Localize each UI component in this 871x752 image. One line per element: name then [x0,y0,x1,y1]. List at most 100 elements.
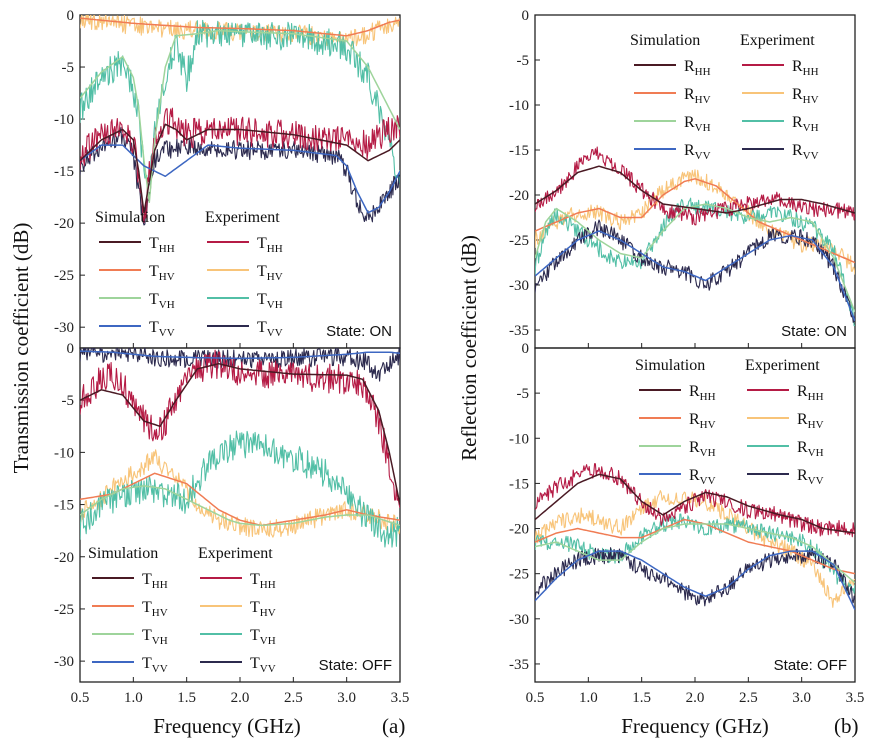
y-tick-label: -30 [509,278,529,294]
y-tick-label: -15 [54,164,74,180]
series-exp-hh [535,463,855,538]
legend-label-sim-hh: THH [149,235,175,255]
legend-label-exp-vh: RVH [792,114,819,134]
y-tick-label: 0 [522,341,530,357]
legend-exp-title: Experiment [740,32,815,49]
series-sim-hh [80,123,400,214]
legend-sim-title: Simulation [95,209,165,226]
y-tick-label: -15 [509,143,529,159]
legend-label-exp-hh: THH [257,235,283,255]
x-tick-label: 3.5 [846,690,865,706]
series-sim-hh [535,165,855,214]
series-group [80,15,400,226]
left-ylabel: Transmission coefficient (dB) [9,223,33,474]
y-tick-label: -5 [62,60,75,76]
legend-label-sim-vv: TVV [149,319,175,339]
x-tick-label: 1.5 [177,690,196,706]
series-exp-hv [80,449,400,538]
series-sim-hh [80,362,400,505]
x-tick-label: 1.0 [579,690,598,706]
series-sim-vv [80,350,400,360]
y-tick-label: -15 [54,498,74,514]
series-exp-vv [535,547,855,607]
series-sim-hv [80,17,400,37]
panel-a-label: (a) [382,714,405,738]
series-sim-vh [80,485,400,527]
panel-t-on: 0 -5 -10 -15 -20 -25 -30 Simulation Experiment TH… [54,8,401,349]
legend-label-exp-hh: THH [250,571,276,591]
series-exp-hh [80,349,400,509]
series-sim-hv [80,472,400,527]
y-tick-label: -5 [62,393,75,409]
legend-exp-title: Experiment [198,545,273,562]
legend-sim-title: Simulation [630,32,700,49]
right-xlabel: Frequency (GHz) [621,714,769,738]
series-sim-hv [535,178,855,264]
y-tick-label: -20 [54,216,74,232]
x-tick-label: 2.0 [231,690,250,706]
series-sim-hv [535,518,855,575]
panels-group: 0 -5 -10 -15 -20 -25 -30 Simulation Experiment TH… [54,8,864,706]
y-tick-label: -25 [54,268,74,284]
y-tick-label: -35 [509,657,529,673]
y-tick-label: -25 [54,602,74,618]
y-tick-label: 0 [67,341,75,357]
series-exp-vh [80,19,400,186]
x-tick-label: 3.5 [391,690,410,706]
x-tick-label: 3.0 [337,690,356,706]
y-tick-label: -30 [54,320,74,336]
y-tick-label: -10 [54,112,74,128]
legend-label-sim-hv: RHV [689,411,716,431]
panel-r-off: 0 -5 -10 -15 -20 -25 -30 -35 0.5 1.0 1.5 2.0 2.5 3.0 3… [509,341,864,706]
series-sim-vh [535,523,855,584]
legend: Simulation Experiment RHH RHH RHV RHV RVH RVH RV… [635,357,824,487]
x-tick-label: 2.5 [739,690,758,706]
legend-label-sim-hh: RHH [684,58,711,78]
y-tick-label: -25 [509,567,529,583]
legend-label-exp-hv: THV [257,263,283,283]
y-tick-label: -5 [517,53,530,69]
legend-label-sim-vv: RVV [684,142,711,162]
legend: Simulation Experiment THH THH THV THV TVH TVH TV… [88,545,276,675]
y-tick-label: -20 [509,522,529,538]
x-tick-label: 2.5 [284,690,303,706]
legend-exp-title: Experiment [745,357,820,374]
legend-label-sim-vh: RVH [689,439,716,459]
y-tick-label: -5 [517,386,530,402]
x-tick-label: 1.5 [632,690,651,706]
legend: Simulation Experiment RHH RHH RHV RHV RVH RVH RV… [630,32,819,162]
y-tick-label: -15 [509,476,529,492]
legend-label-exp-vh: TVH [250,627,276,647]
series-exp-vv [535,219,855,323]
y-tick-label: 0 [67,8,75,24]
legend-label-sim-hh: RHH [689,383,716,403]
legend-exp-title: Experiment [205,209,280,226]
series-group [80,348,400,548]
legend-label-exp-vh: TVH [257,291,283,311]
y-tick-label: -30 [509,612,529,628]
legend-label-sim-vh: TVH [149,291,175,311]
panel-r-on: 0 -5 -10 -15 -20 -25 -30 -35 Simulation Experimen… [509,8,856,349]
series-sim-vv [535,550,855,611]
legend-label-exp-hh: RHH [792,58,819,78]
legend-label-exp-vv: TVV [250,655,276,675]
series-group [535,146,855,327]
series-sim-vv [535,230,855,322]
panel-t-off: 0 -5 -10 -15 -20 -25 -30 0.5 1.0 1.5 2.0 2.5 3.0 3.5 S… [54,341,409,706]
y-tick-label: -30 [54,654,74,670]
series-sim-hh [535,473,855,534]
legend-label-exp-hv: THV [250,599,276,619]
legend-sim-title: Simulation [88,545,158,562]
x-tick-label: 3.0 [792,690,811,706]
y-tick-label: 0 [522,8,530,24]
legend-label-exp-vh: RVH [797,439,824,459]
series-exp-hv [80,15,400,47]
x-tick-label: 2.0 [686,690,705,706]
series-exp-hh [535,146,855,226]
legend-label-sim-vv: TVV [142,655,168,675]
legend-label-exp-vv: RVV [792,142,819,162]
legend-label-sim-hv: THV [142,599,168,619]
state-label: State: ON [781,323,847,340]
y-tick-label: -35 [509,323,529,339]
